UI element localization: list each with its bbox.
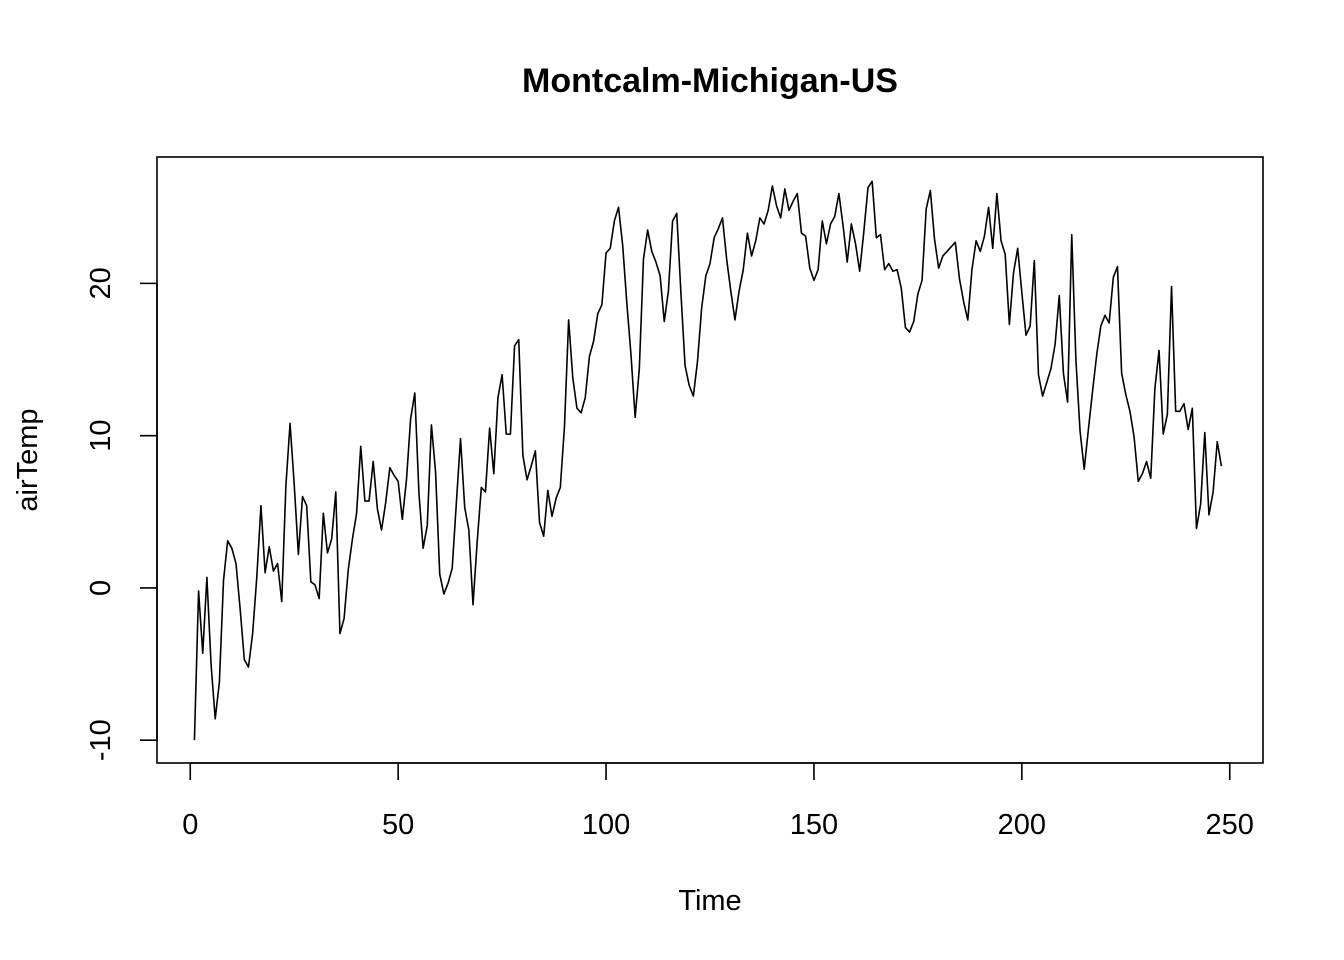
x-tick-label: 50 bbox=[382, 809, 414, 841]
y-tick-label: 10 bbox=[85, 420, 117, 452]
x-tick-label: 200 bbox=[998, 809, 1046, 841]
y-tick-label: 0 bbox=[85, 580, 117, 596]
y-axis: -10 0 10 20 bbox=[85, 267, 158, 761]
x-tick-label: 250 bbox=[1206, 809, 1254, 841]
y-tick-label: 20 bbox=[85, 267, 117, 299]
y-tick-label: -10 bbox=[85, 719, 117, 761]
air-temp-series-line bbox=[193, 180, 1223, 741]
x-tick-label: 0 bbox=[182, 809, 198, 841]
chart-title: Montcalm-Michigan-US bbox=[522, 62, 898, 100]
x-axis-label: Time bbox=[678, 885, 741, 917]
x-tick-label: 150 bbox=[790, 809, 838, 841]
x-tick-label: 100 bbox=[582, 809, 630, 841]
plot-frame bbox=[156, 156, 1264, 764]
y-axis-label: airTemp bbox=[12, 408, 44, 511]
x-axis: 0 50 100 150 200 250 bbox=[182, 762, 1254, 841]
